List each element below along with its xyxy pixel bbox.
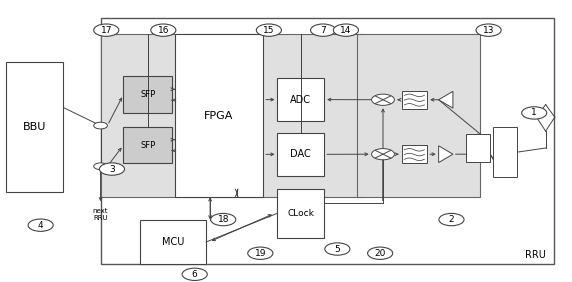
Circle shape [333,24,359,36]
Text: 17: 17 [101,26,112,35]
Circle shape [372,94,395,105]
Text: 13: 13 [483,26,494,35]
Bar [466,134,490,162]
Bar [174,34,263,197]
Circle shape [522,107,547,119]
Text: MCU: MCU [162,237,185,247]
Bar [124,127,172,164]
Polygon shape [439,146,453,163]
Text: 20: 20 [375,249,386,258]
Text: 7: 7 [320,26,326,35]
Text: FPGA: FPGA [204,111,233,121]
Bar [277,189,324,238]
Text: 6: 6 [192,270,197,279]
Bar [277,133,324,176]
Text: BBU: BBU [23,122,47,132]
Bar [6,62,63,191]
Text: RRU: RRU [525,250,546,260]
Circle shape [256,24,281,36]
Circle shape [439,213,464,226]
Text: 4: 4 [38,221,43,230]
Polygon shape [439,91,453,108]
Circle shape [476,24,501,36]
Circle shape [151,24,176,36]
Text: 16: 16 [157,26,169,35]
Circle shape [100,163,125,175]
Circle shape [210,213,236,226]
Text: 2: 2 [448,215,454,224]
Circle shape [94,122,108,129]
Text: 3: 3 [109,165,115,173]
Circle shape [325,243,350,255]
Text: CLock: CLock [287,209,314,218]
Text: next
RRU: next RRU [93,208,108,221]
Text: 18: 18 [217,215,229,224]
Text: SFP: SFP [140,141,155,150]
Circle shape [248,247,273,259]
Text: 15: 15 [263,26,275,35]
Bar [402,145,427,163]
Bar [358,34,480,197]
Text: 5: 5 [335,244,340,254]
Circle shape [94,163,108,169]
Text: 1: 1 [531,109,537,117]
Circle shape [182,268,207,281]
Bar [124,76,172,113]
Text: SFP: SFP [140,90,155,99]
Text: 19: 19 [255,249,266,258]
Text: 14: 14 [340,26,352,35]
Bar [101,34,363,197]
Text: DAC: DAC [291,149,311,159]
Bar [402,91,427,109]
Circle shape [372,149,395,160]
Bar [492,127,517,177]
Text: ADC: ADC [291,94,311,105]
Circle shape [368,247,393,259]
Bar [277,78,324,121]
Circle shape [28,219,53,231]
Bar [141,220,206,265]
Circle shape [94,24,119,36]
Circle shape [311,24,336,36]
Bar [101,17,554,265]
